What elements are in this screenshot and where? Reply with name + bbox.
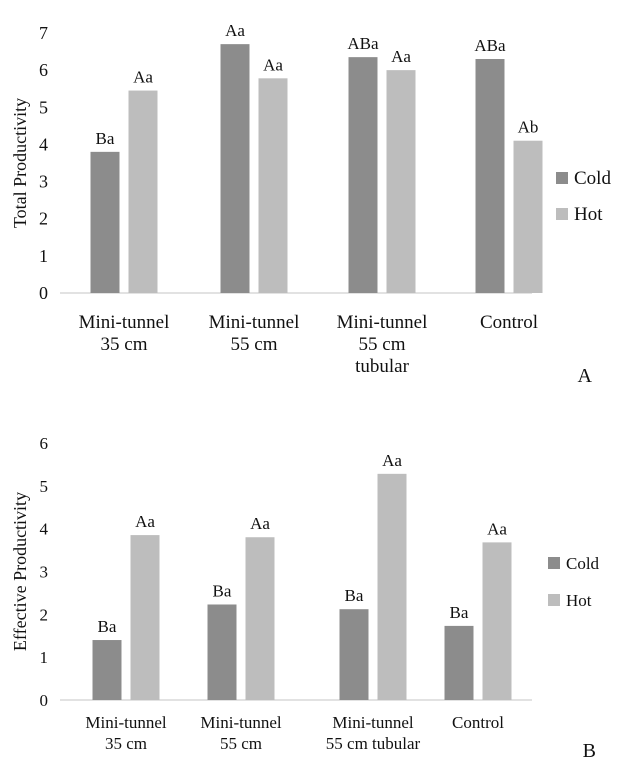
c0-ytick-label: 1 [39,246,48,266]
c1-category-label-1: 55 cm [220,734,262,753]
c0-bar-hot-2 [386,70,416,294]
c1-bar-hot-1 [245,537,275,700]
c0-bar-cold-2 [348,57,378,294]
c1-bar-cold-0 [92,640,122,700]
c0-bar-hot-1 [258,78,288,293]
c0-legend-swatch-hot [556,208,568,220]
c1-bar-hot-3 [482,542,512,700]
c1-ytick-label: 0 [40,691,49,710]
c0-bar-cold-3 [475,59,505,293]
c0-category-label-2: tubular [355,356,409,377]
c1-bar-label-hot-0: Aa [135,512,155,531]
c1-legend-label-cold: Cold [566,554,600,573]
c1-category-label-2: Mini-tunnel [332,713,413,732]
c0-category-label-1: 55 cm [231,334,278,355]
c1-y-axis-title: Effective Productivity [10,492,30,651]
c0-category-label-2: Mini-tunnel [337,312,428,333]
c1-ytick-label: 2 [40,605,49,624]
c1-bar-hot-0 [130,535,160,700]
c0-bar-label-cold-3: ABa [474,36,506,55]
c0-ytick-label: 7 [39,23,48,43]
c1-bar-label-hot-2: Aa [382,451,402,470]
c0-ytick-label: 2 [39,209,48,229]
c0-bar-label-cold-2: ABa [347,34,379,53]
c0-ytick-label: 5 [39,97,48,117]
c0-bar-hot-0 [128,90,158,293]
c1-ytick-label: 1 [40,648,49,667]
c0-bar-label-hot-0: Aa [133,68,153,87]
c0-bar-label-hot-1: Aa [263,55,283,74]
c0-y-axis-title: Total Productivity [10,98,30,228]
c1-bar-cold-1 [207,604,237,700]
c0-ytick-label: 4 [39,134,48,154]
c0-bar-label-hot-3: Ab [518,118,539,137]
c1-category-label-1: Mini-tunnel [200,713,281,732]
c1-category-label-0: 35 cm [105,734,147,753]
c0-bar-cold-1 [220,44,250,294]
c1-legend-swatch-hot [548,594,560,606]
c1-panel-label: B [583,740,596,762]
c0-category-label-3: Control [480,312,538,333]
c0-category-label-0: 35 cm [101,334,148,355]
c0-bar-label-cold-1: Aa [225,21,245,40]
c1-bar-cold-3 [444,625,474,700]
c1-category-label-2: 55 cm tubular [326,734,421,753]
c1-bar-cold-2 [339,609,369,700]
c1-category-label-0: Mini-tunnel [85,713,166,732]
c0-ytick-label: 6 [39,60,48,80]
c0-category-label-2: 55 cm [359,334,406,355]
c0-legend-label-hot: Hot [574,204,603,225]
c1-legend-label-hot: Hot [566,591,592,610]
c1-ytick-label: 6 [40,434,49,453]
c1-bar-label-cold-2: Ba [345,586,364,605]
c0-panel-label: A [578,365,593,387]
c0-bar-label-hot-2: Aa [391,47,411,66]
c0-ytick-label: 3 [39,172,48,192]
c0-bar-hot-3 [513,140,543,293]
c1-ytick-label: 5 [40,477,49,496]
c0-bar-cold-0 [90,151,120,293]
c1-category-label-3: Control [452,713,504,732]
c0-bar-label-cold-0: Ba [96,129,115,148]
c1-bar-label-hot-3: Aa [487,519,507,538]
c1-bar-label-cold-1: Ba [213,581,232,600]
c1-legend-swatch-cold [548,557,560,569]
c0-category-label-0: Mini-tunnel [79,312,170,333]
c1-bar-label-cold-3: Ba [450,603,469,622]
c0-legend-swatch-cold [556,172,568,184]
c1-bar-label-cold-0: Ba [98,617,117,636]
c1-bar-label-hot-1: Aa [250,514,270,533]
c1-ytick-label: 3 [40,563,49,582]
c0-ytick-label: 0 [39,283,48,303]
c1-ytick-label: 4 [40,520,49,539]
c0-legend-label-cold: Cold [574,168,611,189]
c0-category-label-1: Mini-tunnel [209,312,300,333]
c1-bar-hot-2 [377,473,407,700]
